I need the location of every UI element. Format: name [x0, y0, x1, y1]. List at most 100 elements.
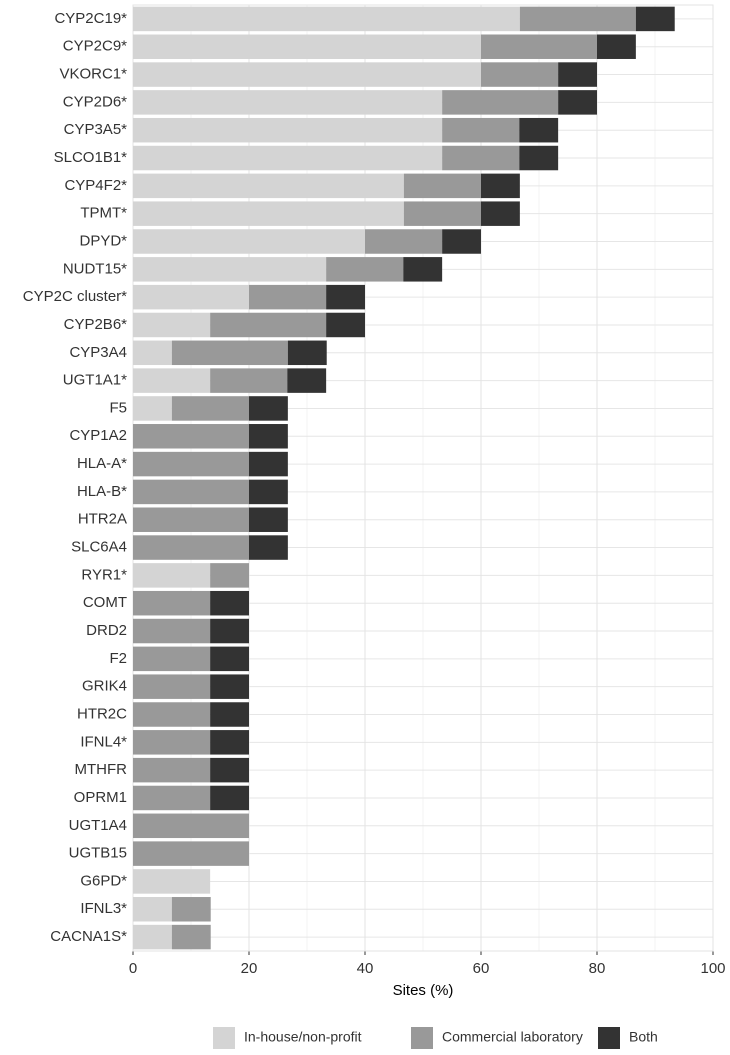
bar-segment — [133, 618, 211, 644]
y-tick-label: DRD2 — [86, 622, 127, 639]
bar-segment — [133, 201, 404, 226]
bar-segment — [133, 396, 172, 421]
bar-segment — [210, 785, 249, 811]
bar-segment — [249, 507, 288, 532]
bar-segment — [210, 757, 249, 783]
y-tick-label: HTR2A — [78, 511, 127, 528]
bar-segment — [133, 312, 211, 338]
bar-segment — [403, 201, 481, 226]
y-tick-label: CYP1A2 — [69, 427, 127, 444]
bar-segment — [210, 618, 249, 644]
legend-label: Commercial laboratory — [442, 1029, 583, 1045]
bar-segment — [171, 924, 211, 950]
bar-segment — [133, 257, 327, 282]
bar-segment — [249, 451, 288, 477]
bar-segment — [287, 368, 327, 393]
y-tick-label: CYP2B6* — [64, 316, 128, 333]
bar-segment — [403, 257, 443, 282]
y-tick-label: IFNL3* — [80, 900, 127, 917]
bar-segment — [481, 34, 597, 59]
y-tick-label: CYP2C19* — [54, 10, 127, 27]
y-tick-label: SLCO1B1* — [54, 149, 128, 166]
bar-segment — [442, 145, 520, 171]
y-tick-label: DPYD* — [79, 232, 127, 249]
y-tick-label: SLC6A4 — [71, 539, 127, 556]
bar-segment — [210, 702, 249, 727]
bar-segment — [133, 229, 365, 254]
bar-segment — [519, 117, 559, 143]
bar-segment — [249, 535, 288, 560]
bar-segment — [133, 424, 249, 449]
y-tick-label: CYP2C9* — [63, 38, 127, 55]
y-tick-label: HLA-B* — [77, 483, 127, 500]
bar-segment — [133, 451, 249, 477]
bar-segment — [326, 257, 404, 282]
legend-label: Both — [629, 1029, 658, 1045]
bar-segment — [481, 201, 520, 226]
y-tick-label: F2 — [109, 650, 127, 667]
y-tick-label: CYP2D6* — [63, 93, 127, 110]
bar-segment — [249, 479, 288, 505]
bar-segment — [133, 368, 211, 393]
bar-segment — [133, 674, 211, 699]
bar-segment — [133, 813, 249, 839]
bar-segment — [403, 173, 481, 199]
bar-segment — [133, 841, 249, 866]
x-tick-label: 80 — [589, 960, 606, 977]
legend-swatch — [598, 1027, 620, 1049]
y-tick-label: COMT — [83, 594, 127, 611]
x-axis-title: Sites (%) — [393, 982, 454, 999]
bar-segment — [133, 173, 404, 199]
bar-segment — [210, 730, 249, 755]
bar-segment — [133, 646, 211, 672]
x-tick-label: 60 — [473, 960, 490, 977]
bar-segment — [210, 590, 249, 616]
bar-segment — [442, 229, 481, 254]
x-tick-label: 100 — [700, 960, 725, 977]
bar-segment — [481, 173, 520, 199]
bar-segment — [635, 6, 675, 32]
bar-segment — [249, 424, 288, 449]
bar-segment — [133, 507, 249, 532]
bar-segment — [558, 62, 597, 87]
y-tick-label: G6PD* — [80, 872, 127, 889]
y-tick-label: NUDT15* — [63, 260, 127, 277]
y-tick-label: IFNL4* — [80, 733, 127, 750]
y-tick-label: CYP3A5* — [64, 121, 128, 138]
y-tick-label: CACNA1S* — [50, 928, 127, 945]
x-tick-label: 20 — [241, 960, 258, 977]
bar-segment — [133, 869, 211, 894]
bar-segment — [133, 117, 443, 143]
legend-swatch — [213, 1027, 235, 1049]
bar-segment — [133, 563, 211, 588]
bar-segment — [326, 284, 365, 310]
bar-segment — [133, 897, 172, 922]
bar-segment — [287, 340, 327, 366]
bar-segment — [481, 62, 559, 87]
bar-segment — [133, 535, 249, 560]
bar-segment — [171, 340, 288, 366]
bar-segment — [442, 117, 520, 143]
bar-segment — [519, 6, 636, 32]
bar-segment — [133, 702, 211, 727]
bar-segment — [133, 757, 211, 783]
legend-label: In-house/non-profit — [244, 1029, 362, 1045]
bar-segment — [249, 284, 327, 310]
bar-segment — [133, 6, 520, 32]
y-tick-label: CYP3A4 — [69, 344, 127, 361]
bar-segment — [597, 34, 636, 59]
bar-segment — [133, 730, 211, 755]
y-tick-label: CYP2C cluster* — [23, 288, 127, 305]
bar-segment — [133, 284, 249, 310]
y-tick-label: CYP4F2* — [64, 177, 127, 194]
bar-segment — [133, 62, 481, 87]
bar-segment — [133, 90, 443, 115]
bar-segment — [519, 145, 559, 171]
y-tick-label: F5 — [109, 399, 127, 416]
bar-segment — [133, 785, 211, 811]
y-tick-label: TPMT* — [80, 205, 127, 222]
bar-segment — [210, 563, 249, 588]
y-tick-label: UGTB15 — [69, 845, 127, 862]
y-tick-label: UGT1A4 — [69, 817, 127, 834]
